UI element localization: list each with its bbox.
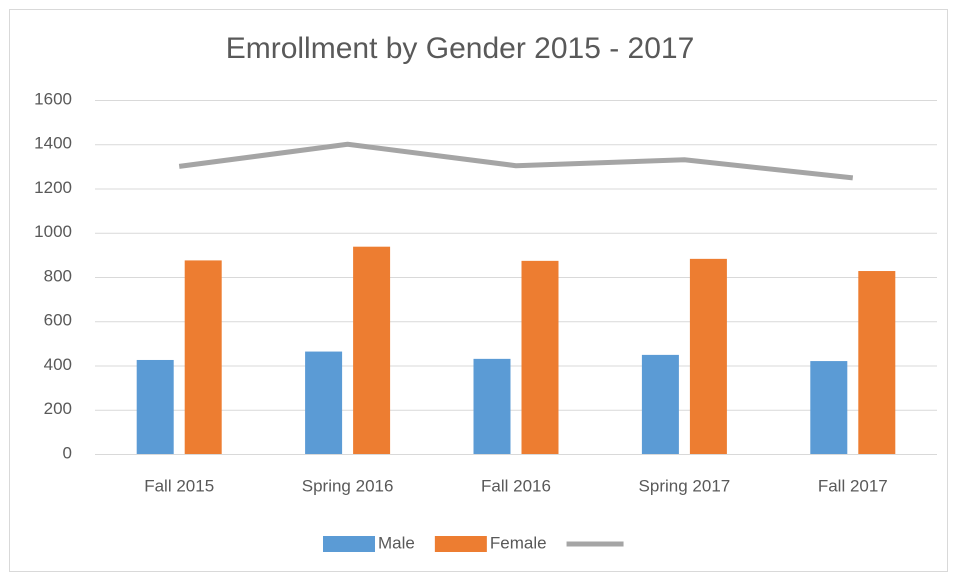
- y-tick-label: 400: [44, 355, 72, 374]
- bar: [641, 354, 679, 454]
- bar: [689, 258, 727, 454]
- bar: [858, 271, 896, 454]
- bar: [184, 260, 222, 454]
- y-tick-label: 0: [63, 443, 72, 462]
- y-tick-label: 1000: [34, 222, 72, 241]
- bar: [521, 260, 559, 454]
- legend-label: Female: [490, 533, 547, 552]
- bar: [473, 358, 511, 454]
- x-tick-label: Spring 2016: [302, 476, 394, 495]
- line: [178, 141, 854, 181]
- bar: [305, 351, 343, 454]
- y-tick-label: 600: [44, 311, 72, 330]
- x-tick-label: Fall 2015: [144, 476, 214, 495]
- bar: [810, 361, 848, 454]
- y-tick-label: 1200: [34, 178, 72, 197]
- x-tick-label: Spring 2017: [639, 476, 731, 495]
- bar: [353, 246, 391, 454]
- chart-title: Emrollment by Gender 2015 - 2017: [226, 32, 695, 65]
- chart-border: [9, 9, 948, 572]
- x-tick-label: Fall 2017: [818, 476, 888, 495]
- legend-swatch: [434, 536, 487, 552]
- y-tick-label: 1400: [34, 134, 72, 153]
- y-tick-label: 1600: [34, 89, 72, 108]
- y-tick-label: 200: [44, 399, 72, 418]
- bar: [136, 359, 174, 454]
- legend-label: Male: [378, 533, 415, 552]
- legend-swatch: [323, 536, 375, 552]
- y-tick-label: 800: [44, 266, 72, 285]
- x-tick-label: Fall 2016: [481, 476, 551, 495]
